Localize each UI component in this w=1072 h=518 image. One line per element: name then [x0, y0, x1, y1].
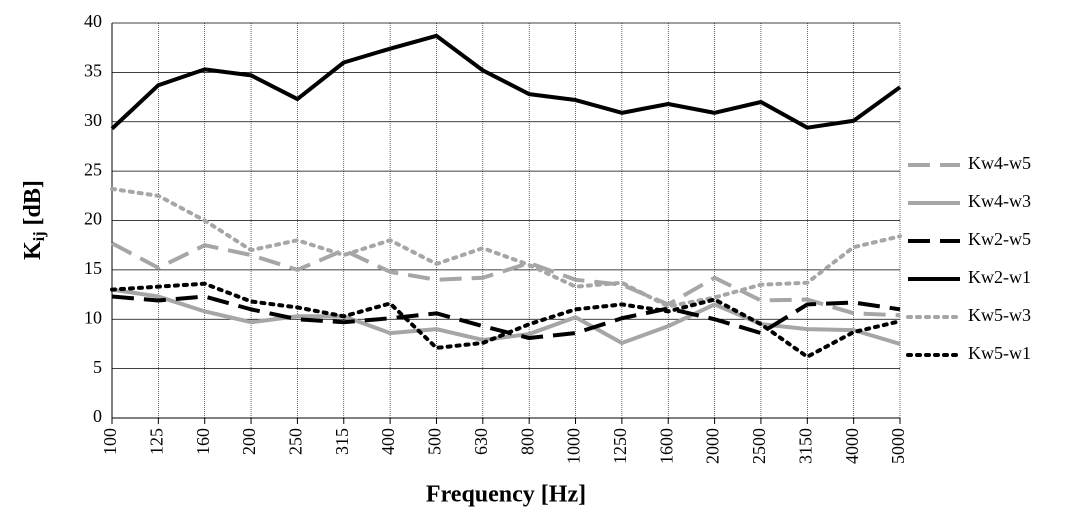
y-tick-label: 15	[84, 258, 102, 278]
x-tick-label: 250	[286, 428, 306, 455]
y-tick-label: 40	[84, 11, 102, 31]
x-tick-label: 125	[146, 428, 166, 455]
x-tick-label: 1000	[564, 428, 584, 464]
y-axis-title-subscript: ij	[31, 231, 48, 241]
legend-label: Kw4-w5	[968, 153, 1031, 173]
x-tick-label: 500	[425, 428, 445, 455]
y-tick-label: 35	[84, 61, 102, 81]
legend-label: Kw5-w3	[968, 305, 1031, 325]
y-tick-label: 20	[84, 209, 102, 229]
series-line	[110, 33, 902, 131]
y-tick-label: 30	[84, 110, 102, 130]
x-tick-label: 3150	[795, 428, 815, 464]
series-line	[110, 186, 902, 309]
legend-label: Kw2-w1	[968, 267, 1031, 287]
y-tick-label: 25	[84, 159, 102, 179]
x-tick-label: 630	[471, 428, 491, 455]
x-tick-label: 2500	[749, 428, 769, 464]
y-tick-label: 0	[93, 406, 102, 426]
x-tick-label: 100	[100, 428, 120, 455]
legend-label: Kw5-w1	[968, 343, 1031, 363]
x-tick-label: 315	[332, 428, 352, 455]
legend-label: Kw2-w5	[968, 229, 1031, 249]
y-axis-title: Kij [dB]	[20, 180, 48, 260]
series-line	[111, 287, 901, 346]
x-tick-label: 160	[193, 428, 213, 455]
x-tick-label: 800	[517, 428, 537, 455]
x-tick-label: 5000	[888, 428, 908, 464]
series-line	[110, 281, 902, 359]
y-axis-title-unit: [dB]	[20, 180, 46, 225]
x-axis-title: Frequency [Hz]	[426, 482, 586, 508]
y-tick-label: 5	[93, 357, 102, 377]
series-line	[111, 294, 901, 341]
x-tick-label: 200	[239, 428, 259, 455]
x-tick-label: 2000	[703, 428, 723, 464]
legend-label: Kw4-w3	[968, 191, 1031, 211]
x-tick-label: 4000	[842, 428, 862, 464]
y-tick-label: 10	[84, 307, 102, 327]
x-tick-label: 1250	[610, 428, 630, 464]
x-tick-label: 1600	[656, 428, 676, 464]
y-axis-title-main: K	[20, 241, 46, 260]
series-line	[111, 241, 901, 318]
x-tick-label: 400	[378, 428, 398, 455]
